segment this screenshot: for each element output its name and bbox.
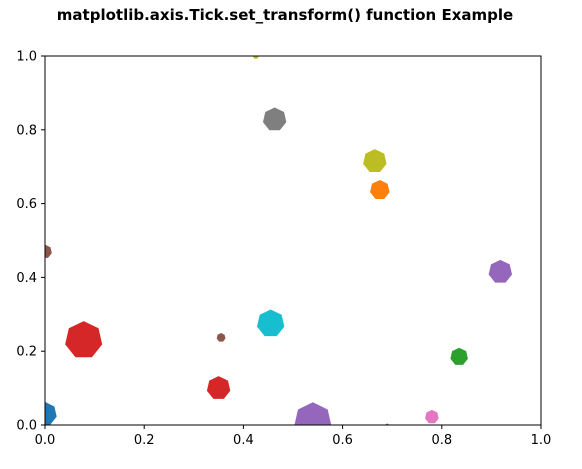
y-tick-label: 0.8	[16, 123, 37, 138]
y-tick-label: 0.2	[16, 345, 37, 360]
x-tick-label: 0.0	[35, 433, 56, 448]
scatter-point-11	[363, 149, 387, 172]
x-tick-label: 1.0	[531, 433, 552, 448]
scatter-point-9	[425, 409, 439, 424]
scatter-point-2	[450, 347, 468, 365]
y-tick-label: 0.4	[16, 271, 37, 286]
x-tick-label: 0.8	[431, 433, 452, 448]
scatter-point-6	[488, 259, 513, 283]
scatter-point-7	[216, 333, 226, 342]
scatter-point-3	[65, 321, 103, 358]
scatter-point-4	[206, 376, 231, 399]
scatter-point-8	[45, 244, 52, 258]
chart-title: matplotlib.axis.Tick.set_transform() fun…	[57, 6, 513, 24]
scatter-point-5	[294, 402, 332, 425]
scatter-point-12	[252, 56, 259, 59]
scatter-point-10	[262, 107, 287, 131]
markers-layer	[45, 56, 513, 425]
y-axis: 0.0 0.2 0.4 0.6 0.8 1.0	[16, 50, 45, 434]
x-tick-label: 0.4	[233, 433, 254, 448]
y-tick-label: 0.6	[16, 197, 37, 212]
plot-area	[45, 56, 541, 425]
plot-frame	[44, 55, 542, 426]
x-tick-label: 0.6	[332, 433, 353, 448]
scatter-point-1	[370, 179, 390, 199]
x-tick-label: 0.2	[134, 433, 155, 448]
scatter-point-0	[45, 401, 57, 425]
x-axis: 0.0 0.2 0.4 0.6 0.8 1.0	[35, 425, 552, 448]
scatter-point-13	[257, 309, 285, 337]
y-tick-label: 1.0	[16, 50, 37, 65]
y-tick-label: 0.0	[16, 419, 37, 434]
